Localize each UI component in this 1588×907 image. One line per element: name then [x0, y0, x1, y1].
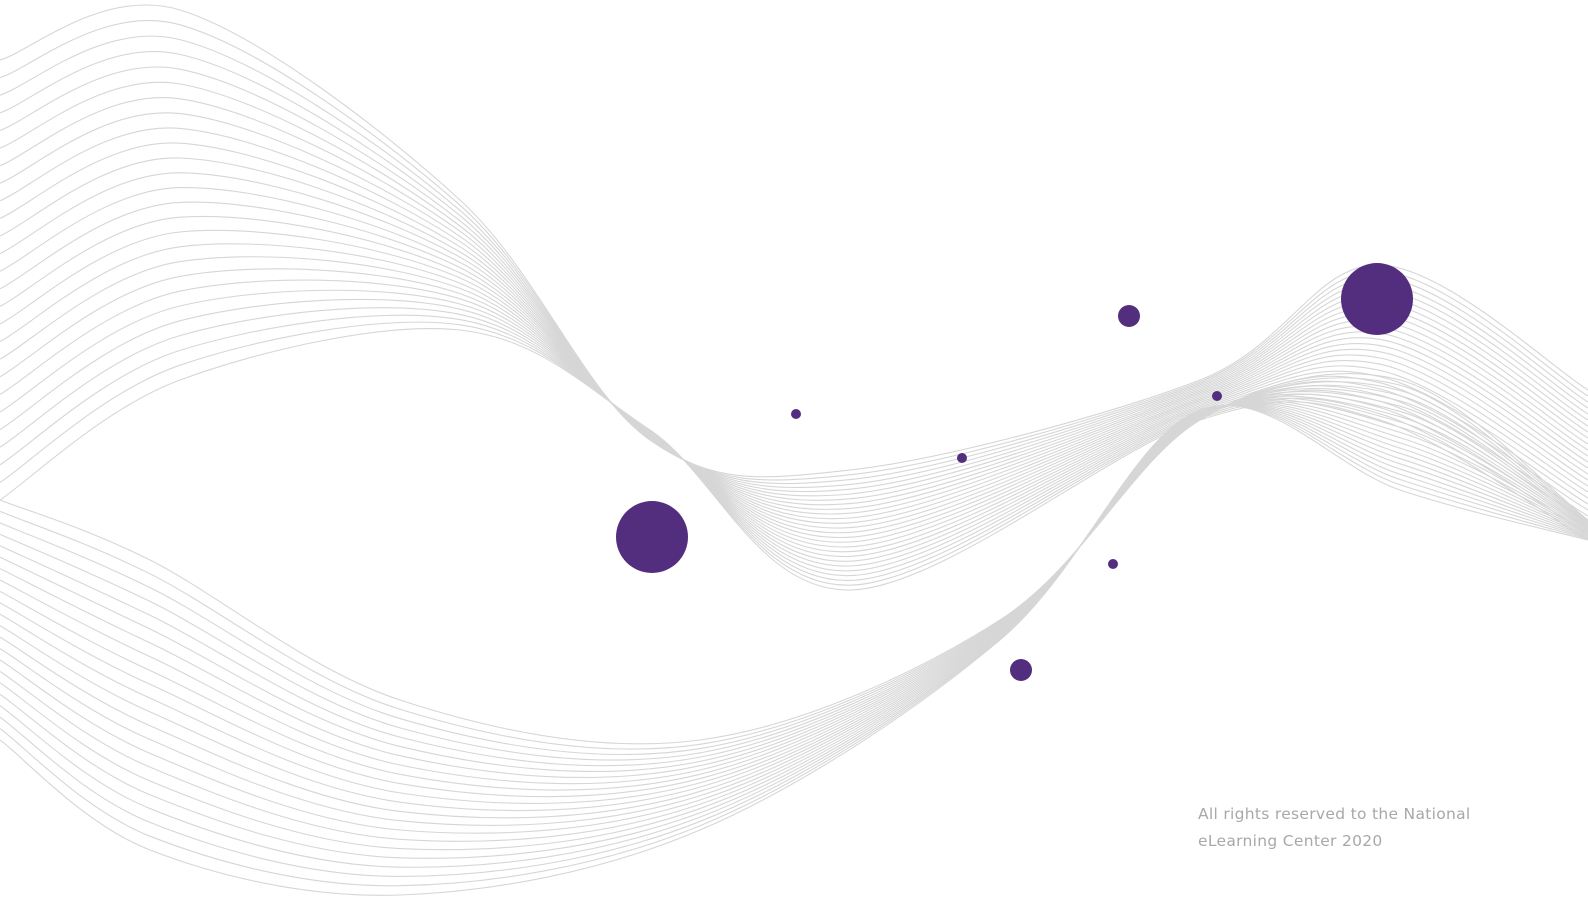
- wave-line: [0, 403, 1588, 842]
- wave-line: [0, 388, 1588, 767]
- wave-line: [0, 268, 1588, 557]
- wave-line: [0, 395, 1588, 785]
- wave-line: [0, 321, 1588, 586]
- wave-line: [0, 377, 1588, 750]
- wave-line: [0, 201, 1588, 534]
- wave-line: [0, 307, 1588, 577]
- wave-line: [0, 229, 1588, 543]
- footer-line: All rights reserved to the National: [1198, 805, 1471, 823]
- dots: [616, 263, 1413, 681]
- wave-line: [0, 404, 1588, 859]
- dot: [1108, 559, 1118, 569]
- wave-line: [0, 172, 1588, 524]
- wave-line: [0, 373, 1588, 745]
- wave-line: [0, 289, 1588, 567]
- wave-line: [0, 243, 1588, 548]
- wave-line: [0, 404, 1588, 896]
- dot: [1010, 659, 1032, 681]
- wave-line: [0, 401, 1588, 812]
- wave-line: [0, 402, 1588, 826]
- wave-lines: [0, 4, 1588, 896]
- dot: [1212, 391, 1222, 401]
- wave-line: [0, 20, 1588, 481]
- dot: [616, 501, 688, 573]
- wave-line: [0, 404, 1588, 887]
- footer-line: eLearning Center 2020: [1198, 832, 1383, 850]
- wave-line: [0, 404, 1588, 877]
- wave-line: [0, 399, 1588, 798]
- dot: [957, 453, 967, 463]
- wave-line: [0, 393, 1588, 779]
- wave-line: [0, 256, 1588, 553]
- wave-line: [0, 142, 1588, 515]
- dot: [1118, 305, 1140, 327]
- wave-line: [0, 187, 1588, 529]
- wave-line: [0, 4, 1588, 478]
- wave-line: [0, 215, 1588, 538]
- dot: [791, 409, 801, 419]
- wave-line: [0, 397, 1588, 791]
- wave-line: [0, 298, 1588, 572]
- wave-line: [0, 404, 1588, 851]
- wave-line: [0, 402, 1588, 819]
- wave-line: [0, 328, 1588, 591]
- wave-line: [0, 403, 1588, 834]
- wave-line: [0, 390, 1588, 773]
- dot: [1341, 263, 1413, 335]
- wave-line: [0, 400, 1588, 805]
- wave-line: [0, 157, 1588, 520]
- wave-line: [0, 404, 1588, 868]
- wave-line: [0, 381, 1588, 755]
- wave-line: [0, 384, 1588, 761]
- wave-line: [0, 279, 1588, 562]
